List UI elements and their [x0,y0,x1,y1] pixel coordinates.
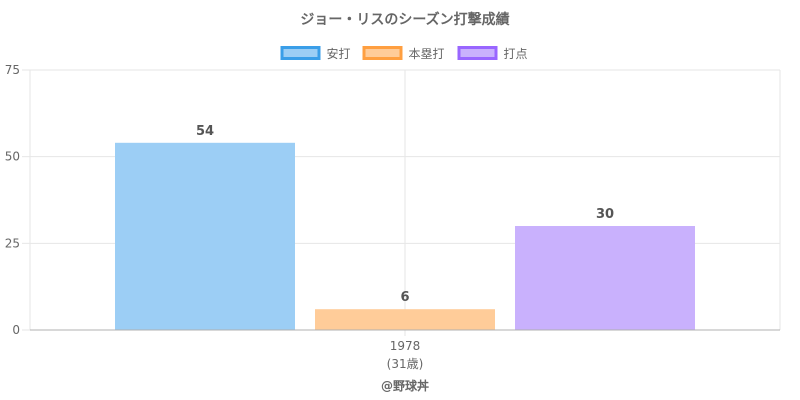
legend-item-1: 本塁打 [362,46,445,61]
y-tick-label: 0 [12,323,20,337]
legend: 安打 本塁打 打点 [280,46,528,61]
legend-label: 本塁打 [409,47,445,61]
x-tick-label: 1978 [390,339,421,353]
data-label-0: 54 [196,124,214,139]
y-tick-label: 75 [5,63,20,77]
legend-swatch [362,46,403,60]
data-label-1: 6 [400,290,409,305]
legend-swatch [280,46,321,60]
bar-1 [315,309,495,330]
bar-2 [515,226,695,330]
chart-title: ジョー・リスのシーズン打撃成績 [300,11,509,28]
legend-label: 安打 [327,46,351,61]
data-labels: 54 6 30 [196,124,614,305]
legend-label: 打点 [504,47,528,61]
bar-0 [115,142,295,330]
data-label-2: 30 [596,207,614,222]
legend-item-0: 安打 [280,46,351,61]
bars [115,142,695,330]
y-tick-label: 25 [5,236,20,250]
legend-swatch [457,46,498,60]
legend-item-2: 打点 [457,46,528,61]
y-tick-label: 50 [5,150,20,164]
x-tick-sublabel: (31歳) [387,357,424,371]
source-credit: @野球丼 [381,378,429,393]
axes: 0 25 50 75 1978 (31歳) [5,63,780,371]
